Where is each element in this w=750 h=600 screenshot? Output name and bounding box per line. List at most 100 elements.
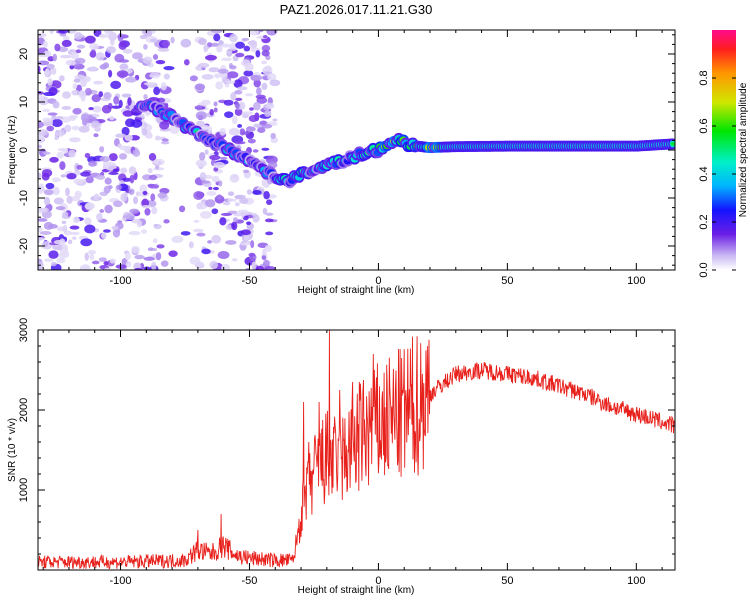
noise-blob — [47, 112, 58, 116]
spectrogram-xtick-label: 100 — [627, 275, 645, 287]
noise-blob — [234, 97, 243, 101]
noise-blob — [73, 178, 84, 185]
spectrogram-ytick-label: 20 — [18, 48, 30, 60]
noise-blob — [39, 231, 52, 235]
noise-blob — [84, 87, 92, 96]
noise-blob — [50, 261, 57, 267]
noise-blob — [262, 207, 268, 215]
noise-blob — [91, 120, 100, 128]
noise-blob — [239, 197, 249, 204]
noise-blob — [270, 132, 276, 140]
noise-blob — [143, 43, 148, 50]
noise-blob — [99, 146, 105, 153]
noise-blob — [84, 217, 92, 226]
noise-blob — [213, 101, 218, 107]
noise-blob — [222, 201, 231, 206]
noise-blob — [264, 244, 272, 253]
noise-blob — [247, 138, 256, 144]
noise-blob — [125, 76, 137, 83]
noise-blob — [148, 153, 157, 161]
noise-blob — [261, 49, 270, 57]
noise-blob — [267, 73, 277, 82]
noise-blob — [52, 101, 60, 109]
noise-blob — [106, 46, 116, 54]
noise-blob — [261, 147, 270, 151]
noise-blob — [199, 210, 212, 219]
noise-blob — [66, 172, 77, 180]
noise-blob — [261, 60, 268, 65]
noise-blob — [246, 221, 252, 226]
noise-blob — [50, 67, 57, 75]
noise-blob — [216, 194, 223, 200]
noise-blob — [122, 110, 134, 117]
noise-blob — [208, 186, 213, 190]
noise-blob — [75, 49, 82, 54]
noise-blob — [144, 207, 151, 216]
noise-blob — [201, 248, 211, 255]
noise-blob — [74, 190, 82, 199]
noise-blob — [219, 156, 228, 160]
noise-blob — [49, 30, 55, 34]
noise-blob — [195, 105, 202, 111]
noise-blob — [121, 93, 132, 98]
ridge-core — [670, 142, 675, 146]
noise-blob — [69, 231, 80, 236]
noise-blob — [195, 261, 204, 268]
noise-blob — [103, 260, 109, 266]
noise-blob — [240, 229, 251, 236]
noise-blob — [242, 169, 250, 174]
noise-blob — [53, 197, 64, 205]
noise-blob — [71, 125, 80, 131]
noise-blob — [74, 218, 81, 222]
noise-blob — [104, 177, 112, 185]
noise-blob — [107, 31, 118, 41]
noise-blob — [197, 201, 208, 210]
noise-blob — [80, 238, 93, 247]
noise-blob — [213, 161, 226, 169]
noise-blob — [42, 151, 51, 155]
noise-blob — [224, 83, 230, 88]
noise-blob — [91, 105, 102, 113]
noise-blob — [248, 30, 260, 36]
noise-blob — [220, 43, 231, 48]
snr-xlabel: Height of straight line (km) — [298, 585, 415, 596]
noise-blob — [252, 214, 260, 223]
noise-blob — [118, 153, 128, 160]
noise-blob — [156, 244, 165, 249]
noise-blob — [109, 258, 116, 264]
noise-blob — [88, 106, 94, 111]
noise-blob — [272, 118, 278, 122]
noise-blob — [213, 107, 218, 113]
noise-blob — [118, 41, 127, 50]
noise-blob — [61, 220, 67, 225]
noise-blob — [217, 68, 229, 74]
noise-blob — [249, 40, 258, 49]
spectrogram-ytick-label: 10 — [18, 96, 30, 108]
noise-blob — [59, 54, 72, 59]
noise-blob — [139, 184, 148, 193]
noise-blob — [151, 261, 157, 270]
noise-blob — [255, 265, 265, 270]
noise-blob — [143, 266, 151, 270]
noise-blob — [48, 250, 59, 259]
noise-blob — [70, 51, 79, 60]
noise-blob — [231, 258, 238, 262]
noise-blob — [193, 228, 204, 233]
noise-blob — [229, 33, 238, 43]
noise-blob — [213, 167, 219, 172]
noise-blob — [103, 229, 111, 233]
noise-blob — [169, 125, 180, 134]
noise-blob — [62, 250, 70, 258]
noise-blob — [180, 38, 192, 48]
noise-blob — [235, 41, 245, 49]
noise-blob — [232, 175, 238, 179]
noise-blob — [233, 79, 243, 89]
noise-blob — [241, 111, 254, 116]
noise-blob — [238, 101, 246, 110]
noise-blob — [201, 73, 214, 80]
noise-blob — [84, 152, 91, 159]
noise-blob — [205, 199, 216, 208]
noise-blob — [61, 244, 68, 251]
